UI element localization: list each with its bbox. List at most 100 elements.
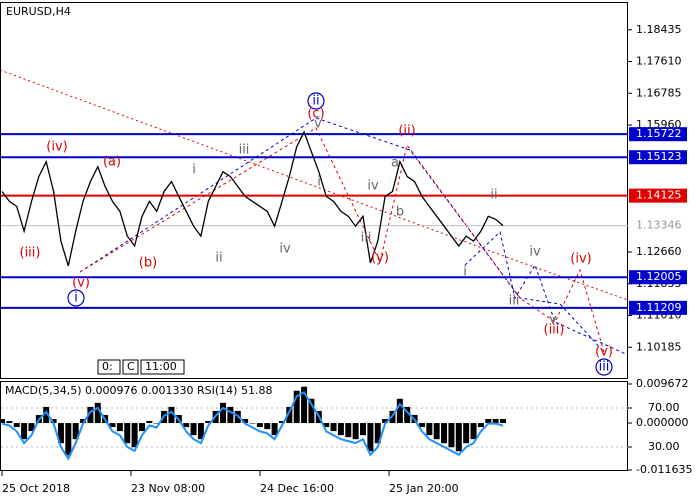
wave-label: ii [215,251,222,266]
wave-label: iii [239,143,250,158]
macd-bar [13,423,20,428]
x-tick-label: 25 Oct 2018 [2,482,70,495]
macd-bar [256,423,263,428]
macd-bar [448,423,455,448]
level-label: 1.11209 [636,301,682,314]
wave-label: iii [509,294,520,309]
x-tick-label: 23 Nov 08:00 [131,482,205,495]
price-line [1,130,504,267]
macd-bar [500,419,506,424]
wave-label: iv [367,179,379,194]
macd-bar [227,406,234,424]
wave-label: iv [529,245,541,260]
macd-bar [301,386,308,424]
toolbar-button-label: 0: [102,360,113,373]
macd-bar [278,421,285,424]
wave-label: (ii) [398,124,415,139]
macd-bar [57,423,64,444]
wave-label: v [314,117,322,132]
macd-bar [43,406,50,424]
wave-label: (c) [307,107,324,122]
macd-bar [249,423,256,424]
wave-label: (iv) [46,140,67,155]
x-tick-label: 25 Jan 20:00 [389,482,459,495]
level-label-box [629,127,687,142]
level-label-box [629,150,687,165]
macd-bar [109,423,116,428]
wave-circle [67,289,85,307]
macd-bar [197,423,204,440]
y-tick-label: 0.000000 [636,416,689,429]
y-tick-label: 1.17610 [636,55,682,68]
wave-label: (iii) [544,323,565,338]
macd-bar [360,423,367,436]
macd-bar [271,423,278,436]
macd-bar [65,423,72,456]
wave-label: i [74,291,78,306]
macd-bar [463,423,470,444]
macd-bar [308,398,315,424]
macd-bar [367,423,374,452]
macd-bar [337,423,344,436]
trend-line [0,69,629,301]
macd-bar [382,419,389,424]
macd-bar [220,402,227,424]
wave-label: b [396,205,404,220]
macd-bar [323,423,330,428]
macd-bar [131,423,138,448]
macd-bar [94,402,101,424]
level-label-box [629,300,687,315]
macd-bar [345,423,352,438]
chart-title: EURUSD,H4 [6,5,71,18]
y2-tick-label: 70.00 [648,401,680,414]
toolbar-button[interactable] [140,359,185,375]
macd-bar [153,423,160,424]
macd-bar [116,423,123,432]
wave-label: ii [490,188,497,203]
y-tick-label: 1.12660 [636,245,682,258]
wave-label: (y) [371,251,389,266]
wave-label: i [317,175,321,190]
wave-path [79,127,605,353]
macd-bar [168,406,175,424]
y-tick-label: 1.18435 [636,23,682,36]
wave-label: ii [312,94,319,109]
toolbar-button[interactable] [97,359,121,375]
indicator-frame [0,381,628,471]
y-tick-label: 1.10185 [636,340,682,353]
macd-bar [485,419,492,424]
y-tick-label: -0.011635 [636,463,692,476]
macd-bar [28,423,35,432]
wave-path [464,231,629,356]
level-label: 1.15123 [636,150,682,163]
macd-bar [50,419,57,424]
macd-bar [0,419,5,424]
macd-bar [190,423,197,436]
wave-label: (iv) [570,252,591,267]
macd-bar [124,423,131,444]
wave-label: (iii) [20,246,41,261]
macd-bar [433,423,440,440]
wave-label: iii [599,360,610,375]
macd-bar [205,421,212,424]
wave-circle [307,92,325,110]
macd-bar [330,423,337,432]
wave-projections [0,69,629,356]
macd-bar [264,423,271,430]
macd-bar [352,423,359,440]
macd-bar [183,423,190,428]
level-label: 1.12005 [636,270,682,283]
y-tick-label: 0.009672 [636,377,689,390]
wave-label: (b) [139,256,157,271]
macd-bar [293,390,300,424]
macd-bar [492,419,499,424]
wave-label: iv [279,242,291,257]
macd-bar [455,423,462,452]
toolbar-button[interactable] [122,359,139,375]
macd-bar [72,423,79,440]
level-label: 1.14125 [636,189,682,202]
wave-label: iii [361,231,372,246]
macd-bar [6,421,13,424]
macd-bar [374,423,381,444]
